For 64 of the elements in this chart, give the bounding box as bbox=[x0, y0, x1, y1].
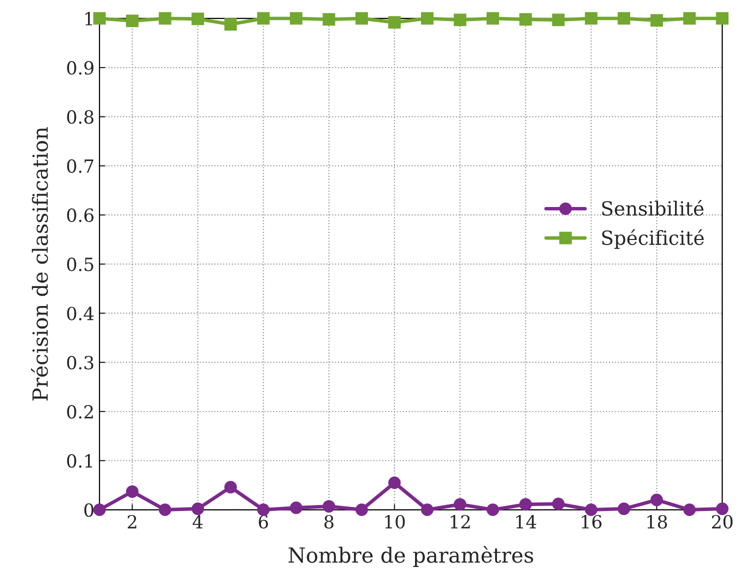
point bbox=[224, 18, 237, 31]
y-tick-label: 0.5 bbox=[67, 258, 94, 272]
x-tick-label: 14 bbox=[516, 514, 536, 528]
y-tick-label: 0.2 bbox=[67, 404, 93, 419]
point bbox=[584, 12, 598, 25]
point bbox=[126, 14, 139, 28]
x-tick-label: 10 bbox=[385, 514, 405, 529]
point bbox=[454, 14, 466, 26]
point bbox=[486, 504, 500, 516]
x-tick-label: 4 bbox=[192, 514, 203, 528]
point bbox=[618, 12, 630, 25]
point bbox=[421, 504, 434, 516]
point bbox=[322, 500, 336, 513]
point bbox=[716, 502, 729, 516]
point bbox=[486, 12, 500, 25]
point bbox=[388, 476, 401, 489]
point bbox=[650, 14, 663, 27]
y-tick-label: 0.1 bbox=[67, 454, 92, 468]
y-tick-label: 0 bbox=[84, 503, 94, 517]
x-tick-label: 2 bbox=[128, 514, 136, 528]
y-tick-label: 0.7 bbox=[67, 159, 94, 173]
point bbox=[355, 12, 368, 25]
legend-label: Spécificité bbox=[602, 229, 704, 249]
point bbox=[192, 12, 204, 26]
point bbox=[158, 504, 172, 516]
x-tick-label: 18 bbox=[647, 514, 667, 529]
point bbox=[290, 502, 302, 514]
y-tick-label: 0.9 bbox=[67, 61, 94, 75]
point bbox=[257, 504, 270, 516]
point bbox=[683, 504, 696, 516]
y-tick-label: 0.3 bbox=[67, 356, 94, 370]
point bbox=[650, 494, 663, 506]
x-tick-label: 8 bbox=[324, 514, 334, 529]
x-axis-title: Nombre de paramètres bbox=[288, 546, 534, 567]
point bbox=[618, 502, 630, 516]
point bbox=[519, 13, 532, 26]
point bbox=[421, 12, 434, 25]
point bbox=[322, 13, 336, 26]
point bbox=[158, 12, 172, 25]
point bbox=[716, 12, 729, 25]
point bbox=[93, 504, 106, 516]
point bbox=[454, 498, 466, 511]
point bbox=[290, 12, 302, 25]
point bbox=[93, 12, 106, 25]
y-tick-label: 0.8 bbox=[67, 110, 94, 124]
x-tick-label: 6 bbox=[258, 514, 268, 529]
x-tick-label: 16 bbox=[582, 514, 602, 529]
point bbox=[552, 14, 565, 26]
y-axis-title: Précision de classification bbox=[31, 127, 48, 401]
x-tick-label: 12 bbox=[450, 514, 470, 528]
legend-label: Sensibilité bbox=[602, 200, 704, 216]
point bbox=[355, 504, 368, 516]
x-tick-label: 20 bbox=[712, 514, 733, 529]
y-tick-label: 0.4 bbox=[67, 306, 94, 320]
point bbox=[257, 12, 270, 25]
point bbox=[552, 498, 565, 510]
point bbox=[388, 16, 401, 29]
y-tick-label: 0.6 bbox=[67, 208, 94, 222]
point bbox=[683, 12, 696, 25]
y-tick-label: 1 bbox=[85, 12, 92, 26]
point bbox=[126, 485, 139, 498]
point bbox=[519, 498, 532, 511]
point bbox=[192, 502, 204, 516]
point bbox=[224, 480, 237, 494]
